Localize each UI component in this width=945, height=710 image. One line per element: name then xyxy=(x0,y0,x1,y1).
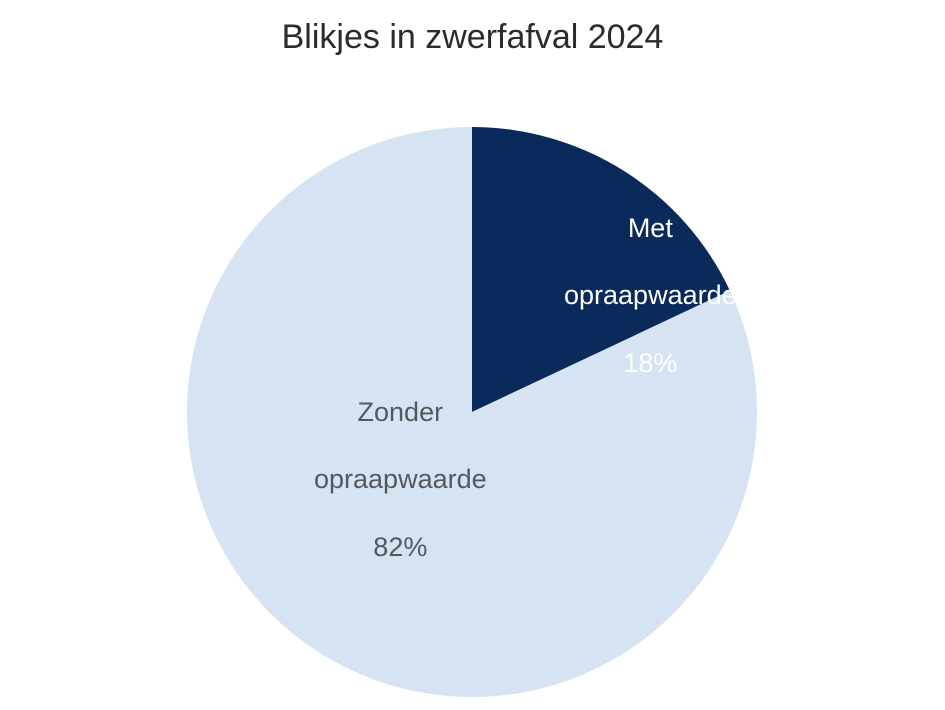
pie-chart-container: Blikjes in zwerfafval 2024 Met opraapwaa… xyxy=(0,0,945,710)
slice-label-met-line2: opraapwaarde xyxy=(564,280,737,310)
slice-label-met-line1: Met xyxy=(628,213,673,243)
slice-label-met-line3: 18% xyxy=(623,348,677,378)
slice-label-zonder-line2: opraapwaarde xyxy=(314,464,487,494)
chart-title: Blikjes in zwerfafval 2024 xyxy=(0,18,945,57)
slice-label-zonder-line1: Zonder xyxy=(358,397,444,427)
slice-label-zonder: Zonder opraapwaarde 82% xyxy=(314,362,487,565)
slice-label-zonder-line3: 82% xyxy=(373,532,427,562)
slice-label-met: Met opraapwaarde 18% xyxy=(564,178,737,381)
